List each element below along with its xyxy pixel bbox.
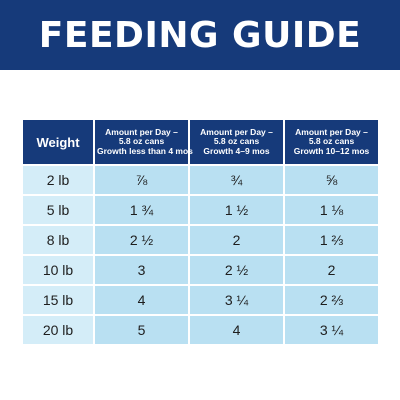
amount-cell: ⅝: [285, 166, 378, 194]
weight-cell: 15 lb: [23, 286, 93, 314]
weight-cell: 10 lb: [23, 256, 93, 284]
header-line: Amount per Day –: [200, 126, 273, 137]
amount-cell: 1 ¾: [95, 196, 188, 224]
header-line: Weight: [36, 134, 80, 150]
table-row: 8 lb 2 ½ 2 1 ⅔: [23, 226, 378, 254]
amount-cell: 1 ⅔: [285, 226, 378, 254]
amount-cell: 3: [95, 256, 188, 284]
table-row: 15 lb 4 3 ¼ 2 ⅔: [23, 286, 378, 314]
amount-cell: 4: [95, 286, 188, 314]
header-line: 5.8 oz cans: [213, 136, 260, 147]
amount-cell: 3 ¼: [190, 286, 283, 314]
amount-cell: 2: [190, 226, 283, 254]
amount-cell: 3 ¼: [285, 316, 378, 344]
header-line: 5.8 oz cans: [118, 136, 165, 147]
weight-cell: 20 lb: [23, 316, 93, 344]
header-line: Amount per Day –: [105, 126, 178, 137]
feeding-guide-banner: FEEDING GUIDE: [0, 0, 400, 70]
banner-title: FEEDING GUIDE: [38, 14, 362, 56]
amount-cell: 5: [95, 316, 188, 344]
weight-cell: 2 lb: [23, 166, 93, 194]
header-line: Growth 10–12 mos: [293, 145, 370, 156]
table-row: 5 lb 1 ¾ 1 ½ 1 ⅛: [23, 196, 378, 224]
amount-cell: 1 ⅛: [285, 196, 378, 224]
growth-10-12-mos-column-header: Amount per Day – 5.8 oz cans Growth 10–1…: [285, 120, 378, 164]
table-row: 10 lb 3 2 ½ 2: [23, 256, 378, 284]
amount-cell: 2 ½: [190, 256, 283, 284]
header-line: Growth 4–9 mos: [203, 145, 270, 156]
table-row: 2 lb ⅞ ¾ ⅝: [23, 166, 378, 194]
header-line: Growth less than 4 mos: [97, 145, 193, 156]
amount-cell: 4: [190, 316, 283, 344]
amount-cell: 2 ⅔: [285, 286, 378, 314]
header-line: Amount per Day –: [295, 126, 368, 137]
header-line: 5.8 oz cans: [308, 136, 355, 147]
amount-cell: 1 ½: [190, 196, 283, 224]
amount-cell: ¾: [190, 166, 283, 194]
weight-column-header: Weight: [23, 120, 93, 164]
growth-4-9-mos-column-header: Amount per Day – 5.8 oz cans Growth 4–9 …: [190, 120, 283, 164]
table-row: 20 lb 5 4 3 ¼: [23, 316, 378, 344]
amount-cell: 2: [285, 256, 378, 284]
amount-cell: ⅞: [95, 166, 188, 194]
weight-cell: 5 lb: [23, 196, 93, 224]
table-header-row: Weight Amount per Day – 5.8 oz cans Grow…: [23, 120, 378, 164]
growth-under-4-mos-column-header: Amount per Day – 5.8 oz cans Growth less…: [95, 120, 193, 164]
weight-cell: 8 lb: [23, 226, 93, 254]
amount-cell: 2 ½: [95, 226, 188, 254]
feeding-guide-table: Weight Amount per Day – 5.8 oz cans Grow…: [21, 118, 380, 346]
